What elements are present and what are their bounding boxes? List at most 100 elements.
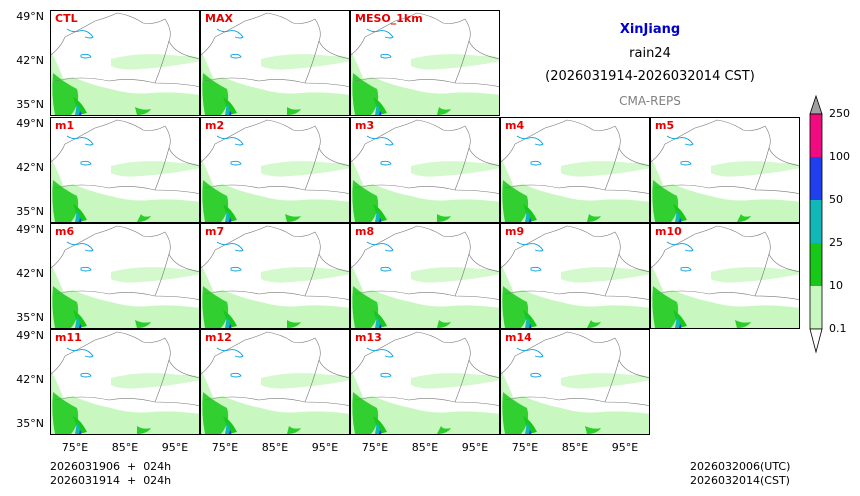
lon-tick-label: 75°E — [511, 441, 539, 454]
precip-band-moderate — [437, 107, 451, 115]
border-line — [201, 249, 216, 269]
model-name: CMA-REPS — [619, 94, 681, 108]
border-line — [501, 249, 516, 269]
panel-label: m2 — [205, 119, 225, 132]
map-panel-m2: m2 — [200, 117, 350, 223]
border-line — [54, 184, 199, 194]
panel-label: CTL — [55, 12, 78, 25]
precip-band-heavy — [225, 422, 230, 434]
precip-band-moderate — [652, 286, 679, 328]
precip-band-moderate — [202, 73, 229, 115]
panel-label: m10 — [655, 225, 682, 238]
lat-tick-label: 49°N — [16, 329, 44, 342]
map-panel-m12: m12 — [200, 329, 350, 435]
border-line — [364, 119, 499, 166]
border-line — [364, 331, 499, 378]
map-graphic — [351, 225, 499, 328]
panel-label: MAX — [205, 12, 233, 25]
colorbar-bin-0.1-10 — [810, 286, 822, 329]
lake — [80, 53, 92, 59]
precip-band-moderate — [373, 97, 387, 115]
lake — [230, 266, 242, 272]
border-line — [214, 331, 349, 378]
river — [366, 28, 394, 39]
border-line — [354, 290, 499, 300]
precip-band-moderate — [285, 214, 301, 222]
lat-tick-label: 35°N — [16, 98, 44, 111]
precip-band-moderate — [52, 286, 79, 328]
precip-band-moderate — [73, 310, 87, 328]
lat-tick-label: 35°N — [16, 205, 44, 218]
precip-band-light — [111, 373, 199, 389]
map-graphic — [51, 225, 199, 328]
precip-band-moderate — [502, 286, 529, 328]
precip-band-heavy — [525, 210, 530, 222]
river — [66, 135, 94, 146]
precip-band-light — [111, 161, 199, 177]
border-line — [154, 147, 170, 191]
map-graphic — [201, 119, 349, 222]
border-line — [651, 249, 666, 269]
colorbar — [806, 94, 826, 356]
border-line — [54, 290, 199, 300]
lat-tick-label: 49°N — [16, 10, 44, 23]
border-line — [51, 355, 66, 375]
map-panel-meso-1km: MESO_1km — [350, 10, 500, 116]
map-panel-m10: m10 — [650, 223, 800, 329]
precip-band-light — [651, 286, 799, 328]
precip-band-light — [711, 161, 799, 177]
border-line — [604, 359, 620, 403]
precip-band-light — [561, 161, 649, 177]
colorbar-bin-25-50 — [810, 200, 822, 243]
map-panel-max: MAX — [200, 10, 350, 116]
river — [366, 241, 394, 252]
border-line — [501, 143, 516, 163]
precip-band-moderate — [352, 180, 379, 222]
map-graphic — [201, 225, 349, 328]
border-line — [354, 184, 499, 194]
precip-band-heavy — [675, 316, 680, 328]
border-line — [64, 331, 199, 378]
colorbar-graphic — [809, 94, 823, 354]
map-graphic — [501, 331, 649, 434]
precip-band-moderate — [202, 392, 229, 434]
precip-band-moderate — [673, 310, 687, 328]
colorbar-label-10: 10 — [829, 279, 843, 292]
map-panel-m4: m4 — [500, 117, 650, 223]
period-title: (2026031914-2026032014 CST) — [545, 69, 755, 84]
colorbar-label-25: 25 — [829, 236, 843, 249]
valid-time-cst: 2026032014(CST) — [690, 474, 790, 487]
border-line — [154, 40, 170, 84]
map-panel-m1: m1 — [50, 117, 200, 223]
river — [516, 347, 544, 358]
map-graphic — [51, 12, 199, 115]
border-line — [501, 355, 516, 375]
river — [66, 241, 94, 252]
border-line — [51, 143, 66, 163]
precip-band-moderate — [223, 416, 237, 434]
border-line — [504, 290, 649, 300]
precip-band-moderate — [523, 310, 537, 328]
valid-time-utc: 2026032006(UTC) — [690, 460, 791, 473]
precip-band-heavy — [75, 210, 80, 222]
map-panel-ctl: CTL — [50, 10, 200, 116]
precip-band-light — [411, 54, 499, 70]
lon-tick-label: 95°E — [611, 441, 639, 454]
map-graphic — [501, 225, 649, 328]
lat-tick-label: 35°N — [16, 311, 44, 324]
precip-band-moderate — [73, 204, 87, 222]
precip-band-moderate — [73, 416, 87, 434]
lon-tick-label: 85°E — [561, 441, 589, 454]
precip-band-light — [411, 267, 499, 283]
lat-tick-label: 42°N — [16, 267, 44, 280]
precip-band-light — [261, 373, 349, 389]
river — [66, 347, 94, 358]
precip-band-heavy — [525, 316, 530, 328]
border-line — [54, 77, 199, 87]
lake — [380, 266, 392, 272]
precip-band-heavy — [525, 422, 530, 434]
precip-band-heavy — [79, 430, 82, 434]
precip-band-moderate — [287, 426, 301, 434]
precip-band-heavy — [379, 111, 382, 115]
precip-band-light — [351, 392, 499, 434]
